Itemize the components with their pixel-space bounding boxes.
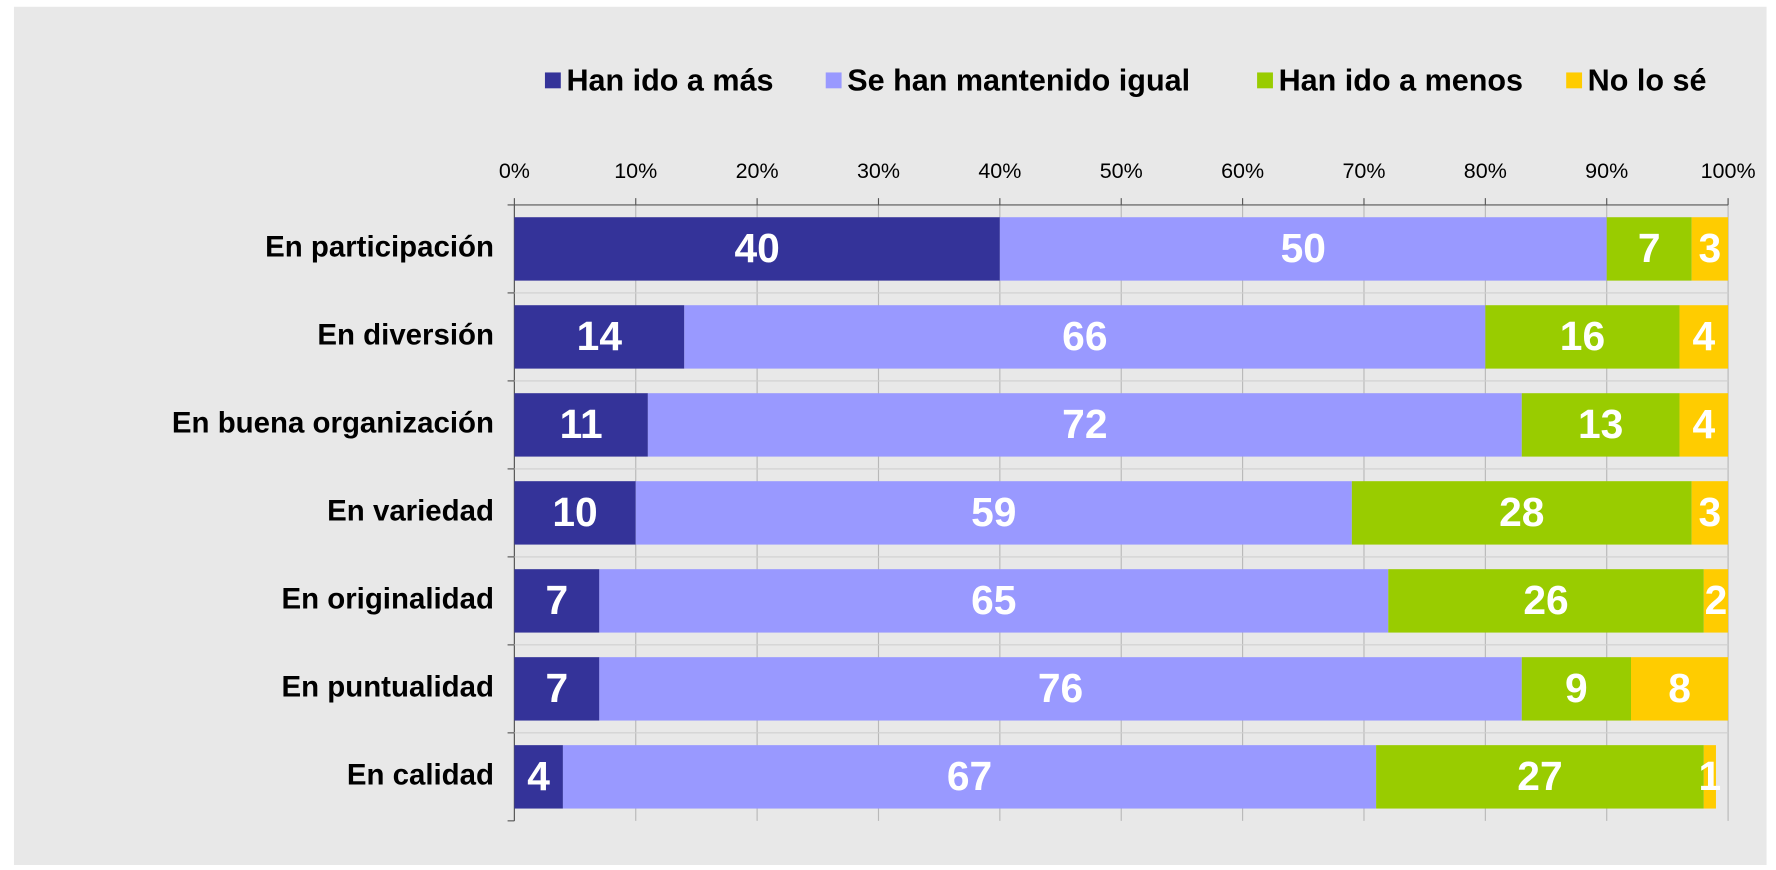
data-label: 40	[734, 225, 779, 271]
x-tick-label: 30%	[857, 159, 900, 183]
x-tick-label: 10%	[614, 159, 657, 183]
x-tick-label: 40%	[978, 159, 1021, 183]
data-label: 65	[971, 577, 1016, 623]
data-label: 11	[560, 401, 603, 447]
bar-segment	[514, 393, 648, 457]
data-label: 59	[971, 489, 1016, 535]
bar-segment	[647, 393, 1522, 457]
bar-segment	[1691, 217, 1729, 281]
data-label: 1	[1699, 753, 1722, 799]
data-label: 7	[1638, 225, 1661, 271]
bar-segment	[1521, 393, 1680, 457]
x-tick-label: 60%	[1221, 159, 1264, 183]
bar-segment	[562, 745, 1377, 809]
data-label: 2	[1705, 577, 1728, 623]
bar-segment	[1485, 305, 1680, 369]
legend-label: Se han mantenido igual	[847, 64, 1190, 98]
bar-segment	[999, 217, 1607, 281]
bar-segment	[1703, 745, 1716, 809]
data-label: 13	[1578, 401, 1623, 447]
data-label: 72	[1062, 401, 1107, 447]
bar-segment	[514, 657, 600, 721]
bar-segment	[635, 481, 1352, 545]
data-label: 7	[546, 665, 569, 711]
bar-segment	[1691, 481, 1729, 545]
category-label: En buena organización	[172, 407, 494, 440]
bar-segment	[599, 569, 1389, 633]
bar-segment	[1376, 745, 1704, 809]
bar-segment	[684, 305, 1486, 369]
bar-segment	[1679, 305, 1729, 369]
x-tick-label: 50%	[1100, 159, 1143, 183]
bar-segment	[514, 745, 563, 809]
category-label: En participación	[265, 231, 494, 264]
data-label: 10	[552, 489, 597, 535]
category-label: En originalidad	[281, 583, 494, 616]
data-label: 4	[1692, 313, 1715, 359]
legend-swatch	[1257, 72, 1273, 89]
legend-swatch	[1566, 72, 1583, 89]
data-label: 66	[1062, 313, 1107, 359]
bar-segment	[514, 569, 600, 633]
bar-segment	[599, 657, 1522, 721]
data-label: 26	[1523, 577, 1568, 623]
data-label: 4	[1692, 401, 1715, 447]
bar-segment	[514, 305, 685, 369]
x-tick-label: 100%	[1701, 159, 1756, 183]
x-tick-label: 20%	[736, 159, 779, 183]
bar-segment	[514, 217, 1000, 281]
category-label: En puntualidad	[282, 671, 494, 704]
x-tick-label: 90%	[1585, 159, 1628, 183]
data-label: 14	[577, 313, 623, 359]
legend-swatch	[544, 72, 561, 89]
data-label: 28	[1499, 489, 1544, 535]
legend-label: No lo sé	[1588, 64, 1707, 98]
bar-segment	[1703, 569, 1729, 633]
data-label: 76	[1038, 665, 1083, 711]
data-label: 67	[947, 753, 992, 799]
category-label: En diversión	[317, 319, 494, 352]
data-label: 3	[1699, 489, 1722, 535]
data-label: 27	[1517, 753, 1562, 799]
bar-segment	[1630, 657, 1729, 721]
legend-label: Han ido a menos	[1279, 64, 1523, 98]
data-label: 50	[1281, 225, 1326, 271]
bar-segment	[1606, 217, 1692, 281]
bar-segment	[1521, 657, 1631, 721]
bar-segment	[514, 481, 636, 545]
x-tick-label: 0%	[499, 159, 530, 183]
category-label: En calidad	[347, 759, 494, 792]
data-label: 8	[1668, 665, 1691, 711]
data-label: 4	[527, 753, 550, 799]
x-tick-label: 70%	[1342, 159, 1385, 183]
bar-segment	[1679, 393, 1729, 457]
data-label: 7	[546, 577, 569, 623]
bar-segment	[1351, 481, 1692, 545]
data-label: 3	[1699, 225, 1722, 271]
legend-swatch	[825, 72, 842, 89]
data-label: 9	[1565, 665, 1588, 711]
bar-segment	[1388, 569, 1704, 633]
category-label: En variedad	[327, 495, 494, 528]
data-label: 16	[1560, 313, 1605, 359]
x-tick-label: 80%	[1464, 159, 1507, 183]
legend-label: Han ido a más	[566, 64, 773, 98]
